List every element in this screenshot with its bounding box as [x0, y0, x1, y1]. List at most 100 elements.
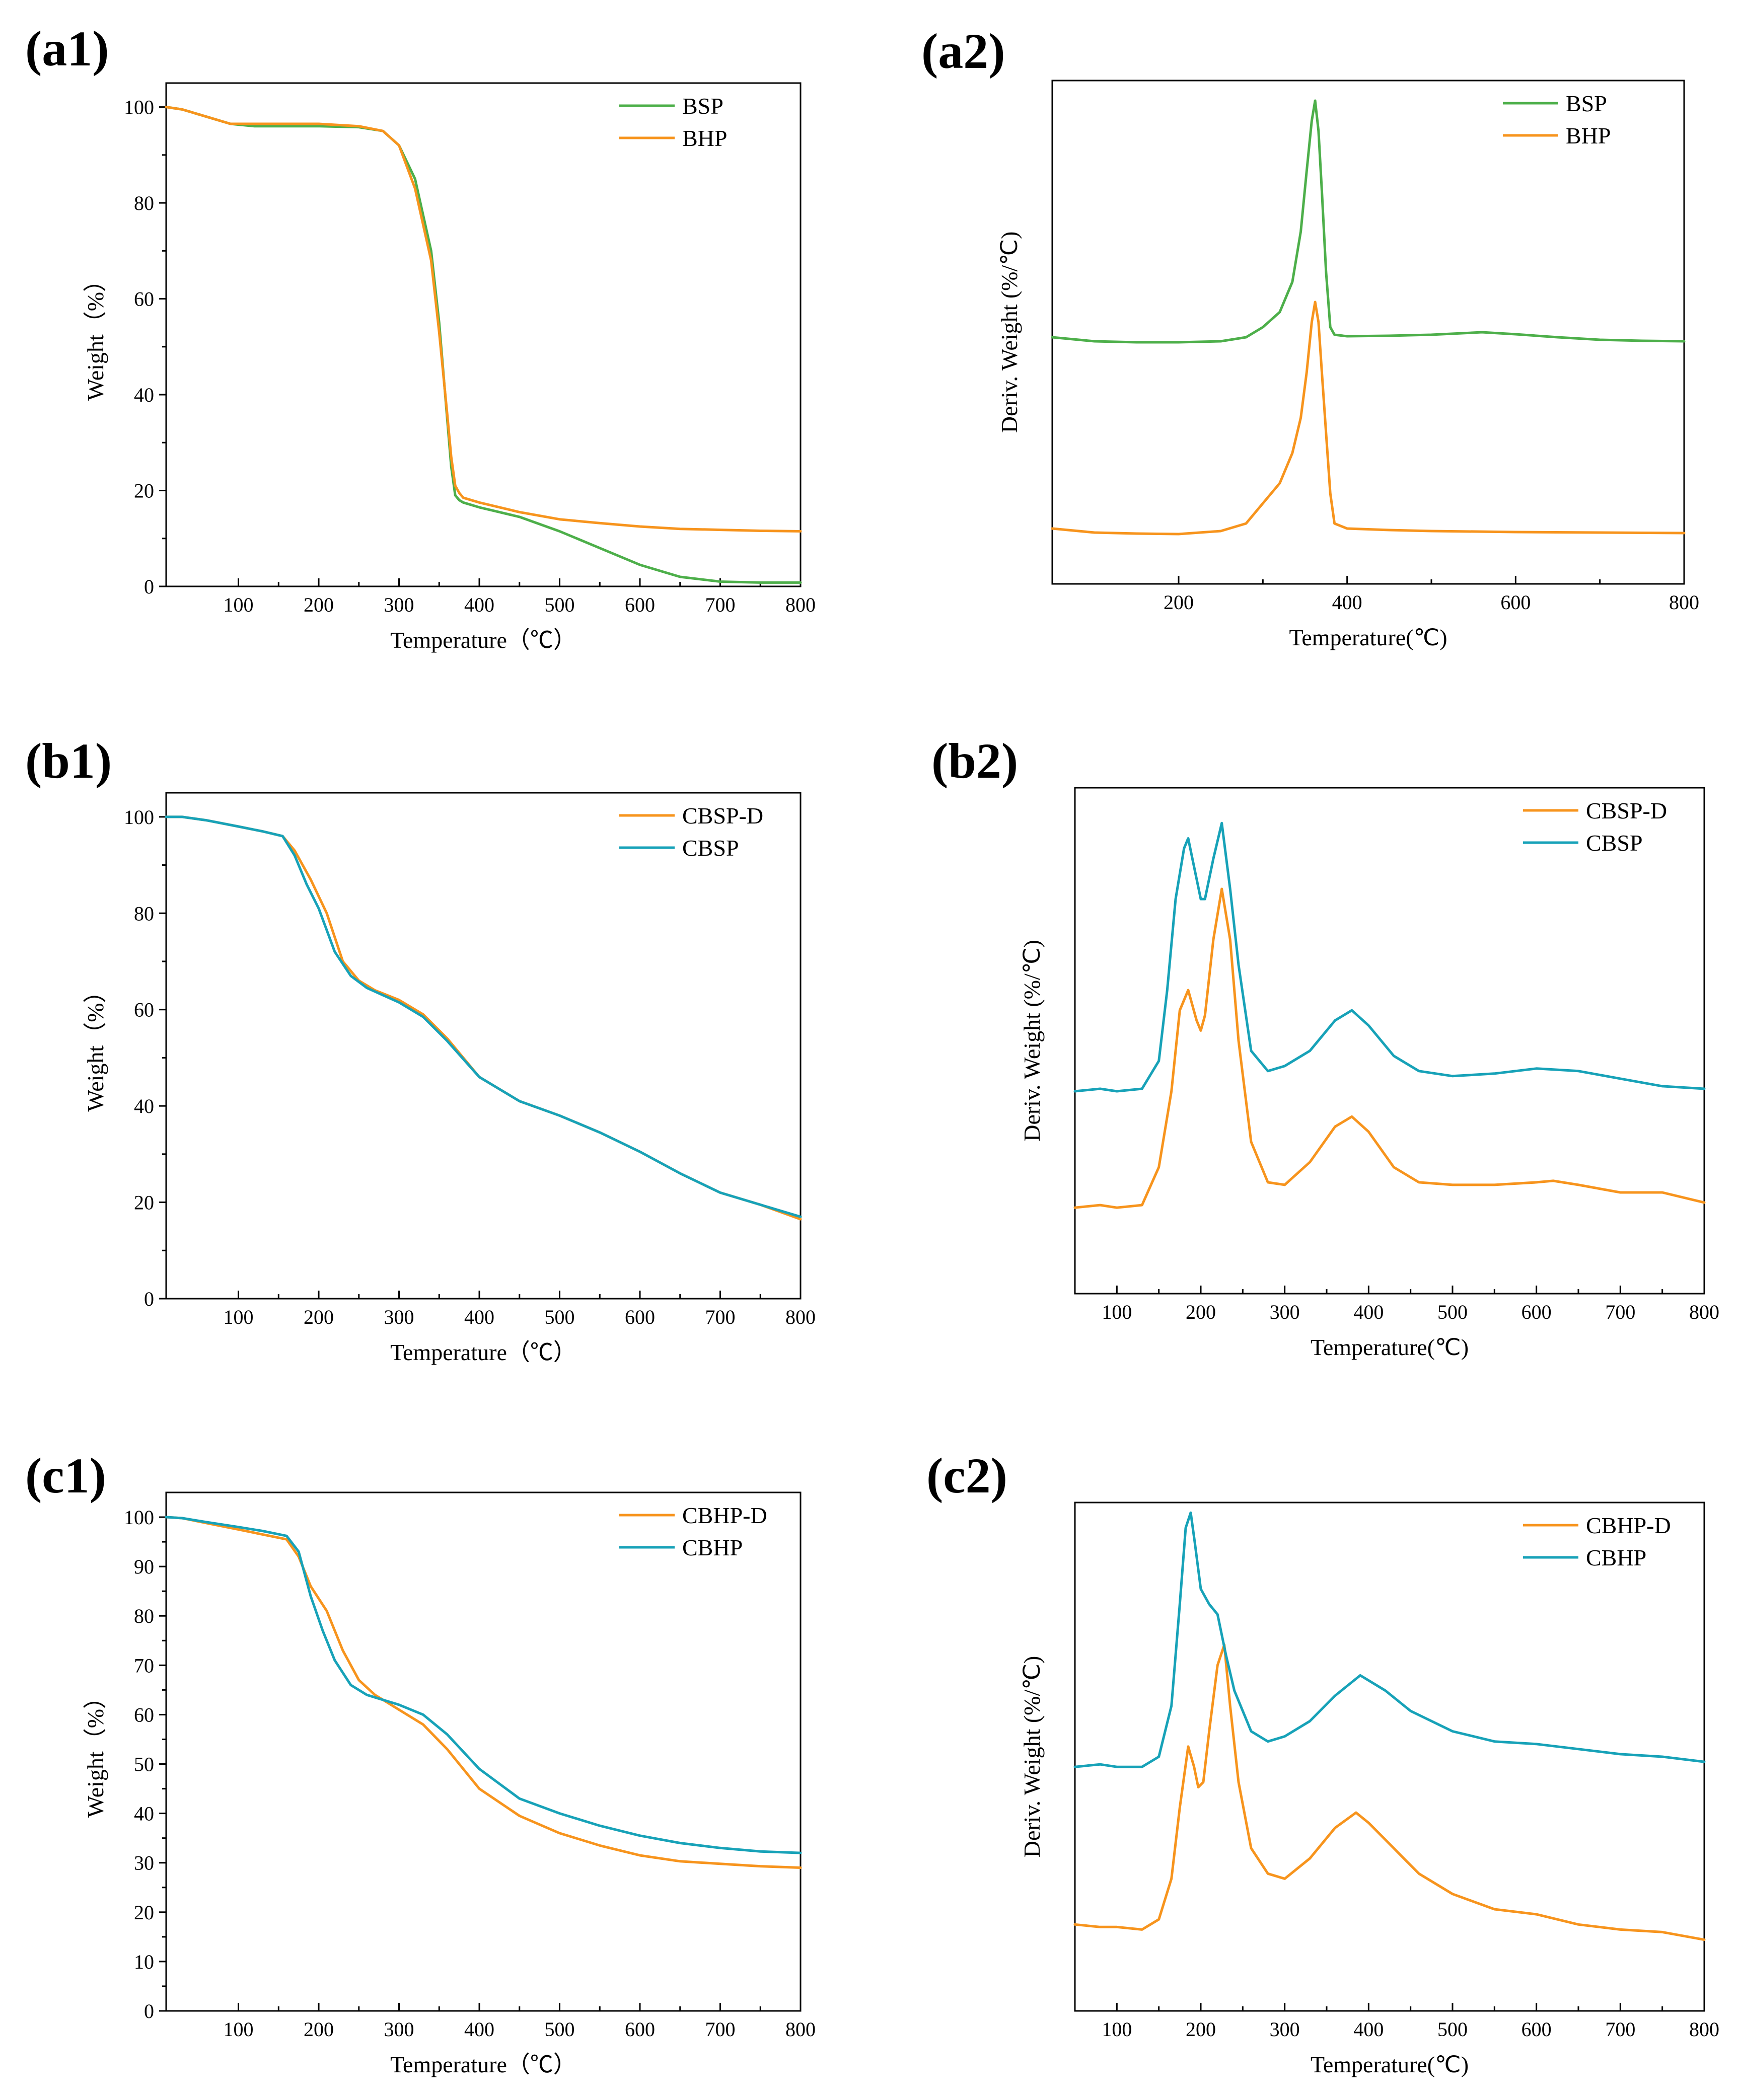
x-tick-label: 400: [1332, 591, 1362, 614]
x-tick-label: 400: [1353, 2018, 1384, 2041]
legend-label: CBSP-D: [682, 803, 763, 829]
legend-label: CBHP: [1586, 1545, 1646, 1570]
x-tick-label: 200: [304, 593, 334, 616]
panel-label: (b1): [25, 733, 112, 789]
x-tick-label: 700: [705, 2018, 736, 2041]
y-axis-title: Deriv. Weight (%/℃): [1019, 1656, 1045, 1858]
x-axis-title: Temperature(℃): [1289, 625, 1447, 650]
y-tick-label: 80: [134, 192, 154, 214]
panel-label: (b2): [931, 733, 1018, 789]
x-tick-label: 200: [304, 2018, 334, 2041]
x-tick-label: 500: [1437, 1301, 1468, 1323]
x-tick-label: 200: [1186, 2018, 1216, 2041]
y-tick-label: 60: [134, 1703, 154, 1726]
chart-panel-a2: (a2) 200 400 600 800 Temperature(℃) Deriv. Wei…: [921, 23, 1699, 650]
legend-label: BSP: [682, 93, 723, 119]
y-axis-title: Deriv. Weight (%/℃): [1019, 940, 1045, 1142]
x-tick-label: 800: [1689, 2018, 1719, 2041]
series-line-cbhp-d: [165, 1516, 802, 1869]
x-tick-label: 600: [625, 2018, 655, 2041]
legend-label: BHP: [1566, 123, 1611, 148]
plot-frame: [165, 1491, 802, 2012]
x-tick-label: 300: [384, 2018, 414, 2041]
y-tick-label: 100: [124, 806, 154, 829]
y-tick-label: 20: [134, 480, 154, 502]
x-tick-label: 300: [1270, 1301, 1300, 1323]
series-line-cbsp-d: [165, 815, 802, 1221]
x-axis-title: Temperature(℃): [1311, 2052, 1469, 2077]
y-tick-label: 50: [134, 1753, 154, 1776]
series-line-cbsp-d: [1073, 887, 1706, 1209]
x-tick-label: 800: [785, 2018, 816, 2041]
x-tick-label: 200: [304, 1306, 334, 1328]
x-axis-title: Temperature(℃): [1311, 1334, 1469, 1360]
y-tick-label: 80: [134, 1605, 154, 1627]
y-tick-label: 0: [144, 575, 154, 598]
x-tick-label: 100: [1102, 2018, 1132, 2041]
x-tick-label: 400: [1353, 1301, 1384, 1323]
series-line-cbsp: [165, 815, 802, 1218]
y-axis-title: Weight（%）: [83, 269, 108, 401]
x-tick-label: 500: [545, 1306, 575, 1328]
y-tick-label: 90: [134, 1555, 154, 1578]
x-tick-label: 500: [545, 593, 575, 616]
x-tick-label: 100: [224, 593, 254, 616]
x-axis-title: Temperature（℃）: [390, 1339, 576, 1365]
series-line-cbhp: [1073, 1511, 1706, 1768]
x-tick-label: 400: [464, 1306, 494, 1328]
y-axis-title: Weight（%）: [83, 1686, 108, 1818]
x-tick-label: 200: [1186, 1301, 1216, 1323]
series-line-bhp: [1051, 301, 1686, 536]
y-tick-label: 0: [144, 1288, 154, 1310]
legend-label: BSP: [1566, 91, 1607, 116]
series-line-bsp: [1051, 99, 1686, 344]
x-tick-label: 800: [785, 1306, 816, 1328]
y-axis-title: Deriv. Weight (%/℃): [996, 232, 1022, 433]
x-tick-label: 700: [705, 593, 736, 616]
panel-label: (a1): [25, 21, 109, 77]
chart-panel-c2: (c2) 100 200 300 400 500 600 700 800 Temperature(…: [926, 1448, 1719, 2077]
y-tick-label: 100: [124, 96, 154, 119]
chart-panel-b2: (b2) 100 200 300 400 500 600 700 800 Temperature(…: [931, 733, 1719, 1360]
x-tick-label: 300: [1270, 2018, 1300, 2041]
x-tick-label: 500: [545, 2018, 575, 2041]
y-tick-label: 30: [134, 1852, 154, 1874]
series-line-cbsp: [1073, 821, 1706, 1093]
x-tick-label: 700: [1605, 2018, 1635, 2041]
x-tick-label: 800: [785, 593, 816, 616]
panel-label: (c1): [25, 1448, 106, 1504]
x-tick-label: 700: [1605, 1301, 1635, 1323]
series-line-cbhp-d: [1073, 1643, 1706, 1941]
x-tick-label: 800: [1669, 591, 1699, 614]
y-tick-label: 40: [134, 384, 154, 406]
plot-frame: [1074, 1502, 1705, 2012]
x-tick-label: 800: [1689, 1301, 1719, 1323]
x-axis-title: Temperature（℃）: [390, 627, 576, 653]
plot-frame: [165, 82, 802, 587]
y-tick-label: 60: [134, 288, 154, 311]
x-tick-label: 100: [224, 2018, 254, 2041]
plot-frame: [1051, 80, 1685, 585]
plot-frame: [1074, 787, 1705, 1295]
x-tick-label: 600: [1521, 2018, 1552, 2041]
chart-panel-c1: (c1) 100 200 300 400 500 600 700 800 0 10 20 30 40 50 6…: [25, 1448, 816, 2077]
legend-label: CBSP: [1586, 830, 1643, 856]
x-tick-label: 300: [384, 593, 414, 616]
x-tick-label: 400: [464, 593, 494, 616]
y-tick-label: 40: [134, 1803, 154, 1825]
legend-label: CBHP-D: [682, 1503, 767, 1528]
legend-label: CBHP-D: [1586, 1513, 1671, 1538]
panel-label: (a2): [921, 23, 1005, 79]
series-line-bhp: [165, 106, 802, 533]
y-tick-label: 20: [134, 1191, 154, 1214]
y-tick-label: 0: [144, 2000, 154, 2022]
y-tick-label: 10: [134, 1951, 154, 1973]
legend-label: CBHP: [682, 1535, 743, 1560]
x-tick-label: 600: [1500, 591, 1531, 614]
x-tick-label: 600: [1521, 1301, 1552, 1323]
x-tick-label: 300: [384, 1306, 414, 1328]
chart-panel-a1: (a1) 100 200 300 400 500 600 700 800 0 20 40 60 80 100…: [25, 21, 816, 653]
chart-panel-b1: (b1) 100 200 300 400 500 600 700 800 0 20 40 60 80 100…: [25, 733, 816, 1365]
x-tick-label: 100: [1102, 1301, 1132, 1323]
